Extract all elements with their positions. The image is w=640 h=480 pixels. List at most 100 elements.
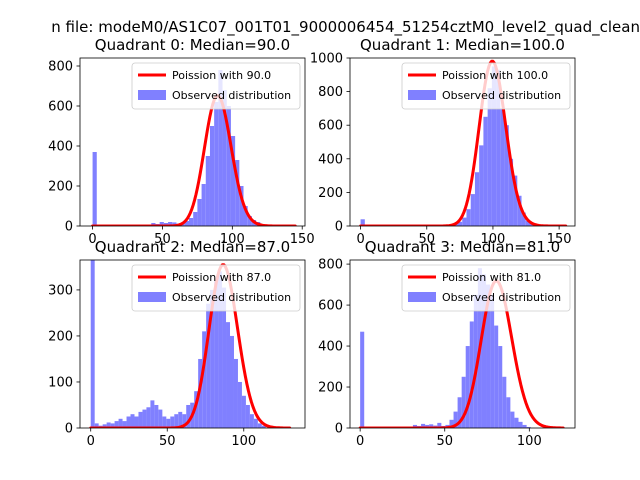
y-tick-label: 200	[48, 180, 73, 195]
histogram-bar	[466, 209, 471, 226]
legend-label-poisson: Poission with 90.0	[172, 69, 271, 82]
histogram-bar	[210, 289, 215, 428]
histogram-bar	[261, 425, 266, 428]
histogram-bar	[178, 411, 183, 428]
quadrant-2-title: Quadrant 2: Median=87.0	[95, 238, 290, 256]
histogram-bar	[214, 102, 219, 226]
histogram-bar	[201, 184, 206, 226]
histogram-bar	[517, 195, 522, 226]
histogram-bar	[206, 303, 211, 428]
histogram-bar	[90, 260, 95, 428]
histogram-bar	[510, 411, 515, 428]
quadrant-2-plot-area	[89, 260, 292, 428]
histogram-bar	[202, 331, 207, 428]
quadrant-1-title: Quadrant 1: Median=100.0	[360, 36, 565, 54]
x-tick-label: 0	[356, 232, 364, 247]
histogram-bar	[130, 414, 135, 428]
y-tick-label: 0	[335, 220, 343, 235]
histogram-bar	[491, 66, 497, 226]
histogram-bar	[500, 108, 505, 226]
histogram-bar	[496, 69, 501, 226]
histogram-bar	[521, 212, 526, 226]
legend-label-observed: Observed distribution	[442, 291, 561, 304]
histogram-bar	[162, 416, 167, 428]
histogram-bar	[249, 414, 254, 428]
histogram-bar	[498, 346, 503, 428]
histogram-bar	[150, 400, 155, 428]
histogram-bar	[194, 391, 199, 428]
histogram-bar	[102, 424, 107, 428]
legend-bar-swatch	[138, 292, 166, 302]
poisson-fit-line	[359, 59, 568, 226]
axes-frame	[79, 57, 306, 227]
histogram-bar	[94, 423, 99, 428]
legend-label-observed: Observed distribution	[172, 89, 291, 102]
histogram-bar	[122, 421, 127, 428]
histogram-bar	[158, 409, 163, 428]
y-tick-label: 300	[48, 283, 73, 298]
histogram-bar	[518, 421, 523, 428]
y-tick-label: 100	[48, 375, 73, 390]
histogram-bar	[522, 424, 527, 428]
histogram-bar	[233, 358, 238, 428]
y-tick-label: 200	[48, 329, 73, 344]
histogram-bar	[437, 422, 442, 428]
y-tick-label: 600	[318, 299, 343, 314]
histogram-bar	[174, 414, 179, 428]
quadrant-1-plot-area	[359, 59, 568, 226]
legend-bar-swatch	[138, 90, 166, 100]
legend: Poission with 87.0 Observed distribution	[131, 264, 301, 312]
histogram-bar	[230, 335, 234, 428]
y-tick-label: 800	[48, 60, 73, 75]
y-tick-label: 0	[65, 220, 73, 235]
legend-label-poisson: Poission with 87.0	[172, 271, 271, 284]
histogram-bar	[360, 331, 365, 428]
histogram-bar	[189, 218, 194, 226]
x-tick-label: 0	[87, 434, 95, 449]
histogram-bar	[197, 199, 202, 226]
histogram-bar	[226, 106, 231, 226]
legend-label-poisson: Poission with 81.0	[442, 271, 541, 284]
histogram-bar	[106, 422, 111, 428]
histogram-bar	[186, 404, 191, 428]
histogram-bar	[506, 397, 511, 428]
x-tick-label: 150	[290, 232, 315, 247]
axes-frame	[349, 259, 576, 429]
y-tick-label: 0	[65, 422, 73, 437]
histogram-bar	[209, 126, 215, 226]
x-tick-label: 100	[517, 434, 542, 449]
histogram-bar	[245, 404, 250, 428]
histogram-bar	[235, 160, 240, 226]
legend-box	[401, 62, 571, 110]
histogram-bar	[504, 125, 509, 226]
legend: Poission with 81.0 Observed distribution	[401, 264, 571, 312]
x-tick-label: 100	[231, 434, 256, 449]
y-tick-label: 800	[318, 85, 343, 100]
x-tick-label: 50	[154, 232, 171, 247]
y-tick-label: 600	[318, 119, 343, 134]
histogram-bar	[146, 407, 151, 428]
histogram-bar	[218, 70, 223, 226]
quadrant-0-title: Quadrant 0: Median=90.0	[95, 36, 290, 54]
histogram-bar	[474, 172, 480, 226]
histogram-bar	[237, 381, 242, 428]
histogram-bar	[449, 419, 454, 428]
legend-bar-swatch	[408, 292, 436, 302]
histogram-bar	[429, 424, 434, 428]
histogram-bar	[114, 421, 119, 428]
histogram-bar	[469, 321, 474, 428]
axes-frame	[349, 57, 576, 227]
x-tick-label: 50	[418, 232, 435, 247]
histogram-bar	[525, 220, 530, 226]
histogram-bar	[193, 212, 198, 226]
y-tick-label: 400	[318, 340, 343, 355]
histogram-bar	[481, 274, 487, 428]
histogram-bar	[470, 194, 475, 226]
figure-suptitle: n file: modeM0/AS1C07_001T01_9000006454_…	[0, 18, 640, 38]
legend-label-observed: Observed distribution	[442, 89, 561, 102]
histogram-bar	[154, 404, 159, 428]
y-tick-label: 1000	[310, 52, 343, 67]
y-tick-label: 400	[318, 152, 343, 167]
legend-label-poisson: Poission with 100.0	[442, 69, 548, 82]
